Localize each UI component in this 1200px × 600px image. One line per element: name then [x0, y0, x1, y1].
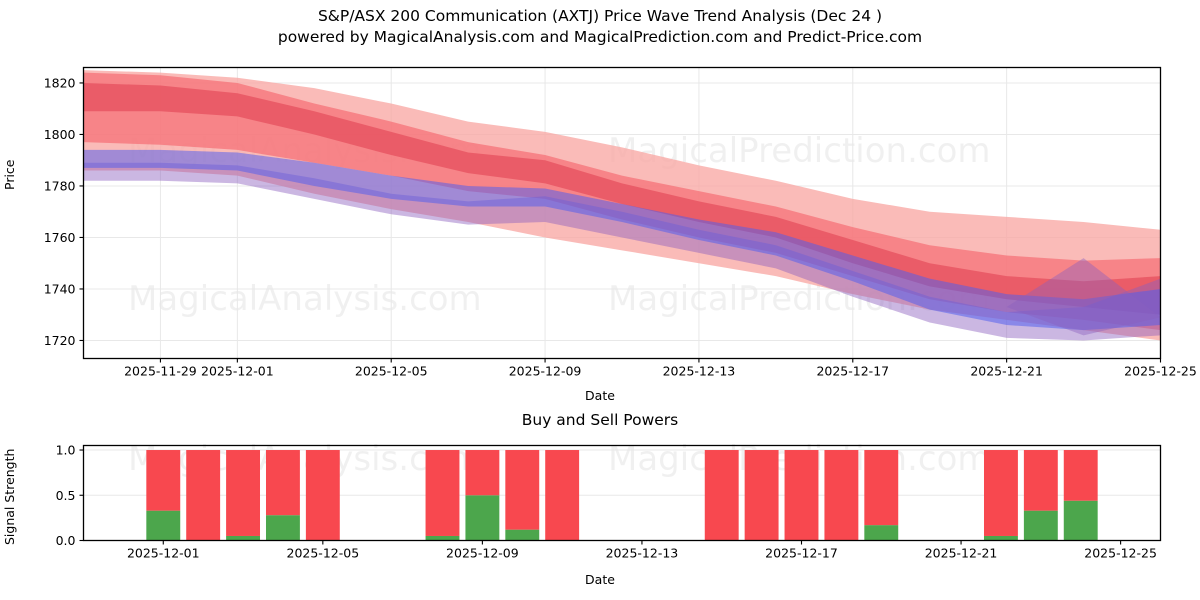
sell-power-bar[interactable] — [545, 450, 580, 541]
chart-title-block: S&P/ASX 200 Communication (AXTJ) Price W… — [0, 6, 1200, 48]
wave-band — [83, 162, 1161, 341]
x-tick-label: 2025-12-25 — [1124, 364, 1197, 379]
x-tick-label: 2025-12-13 — [663, 364, 736, 379]
wave-band — [83, 149, 1161, 331]
sell-power-bar[interactable] — [305, 450, 340, 541]
buy-power-bar[interactable] — [226, 535, 261, 541]
x-tick-label: 2025-12-13 — [606, 546, 679, 561]
x-tick-label: 2025-12-09 — [446, 546, 519, 561]
main-chart-axis-ticks: 1720 1740 1760 1780 1800 1820 2025-11-29 2025-1… — [44, 75, 1197, 378]
sell-power-bar[interactable] — [465, 450, 500, 496]
buy-power-bar[interactable] — [465, 495, 500, 541]
x-tick-label: 2025-12-21 — [925, 546, 998, 561]
y-tick-label: 0.0 — [56, 533, 76, 548]
x-tick-label: 2025-12-17 — [816, 364, 889, 379]
sell-power-bar[interactable] — [704, 450, 739, 541]
buy-power-bar[interactable] — [864, 525, 899, 541]
sell-power-bar[interactable] — [983, 450, 1018, 536]
y-tick-label: 1720 — [44, 333, 76, 348]
sub-chart-axis-ticks: 0.0 0.5 1.0 2025-12-01 2025-12-05 2025-12-09 2… — [56, 443, 1157, 561]
y-tick-label: 1760 — [44, 230, 76, 245]
sell-power-bar[interactable] — [784, 450, 819, 541]
sell-power-bar[interactable] — [864, 450, 899, 526]
x-tick-label: 2025-11-29 — [124, 364, 197, 379]
y-tick-label: 0.5 — [56, 488, 76, 503]
y-tick-label: 1820 — [44, 75, 76, 90]
buy-power-bar[interactable] — [146, 510, 181, 541]
x-tick-label: 2025-12-21 — [970, 364, 1043, 379]
y-tick-label: 1780 — [44, 178, 76, 193]
sell-power-bar[interactable] — [1063, 450, 1098, 501]
main-chart-x-axis-label: Date — [585, 388, 615, 403]
buy-power-bar[interactable] — [505, 529, 540, 541]
sell-power-bar[interactable] — [146, 450, 181, 511]
sell-power-bar[interactable] — [425, 450, 460, 536]
sell-power-bar[interactable] — [505, 450, 540, 530]
y-tick-label: 1800 — [44, 127, 76, 142]
sell-power-bar[interactable] — [744, 450, 779, 541]
x-tick-label: 2025-12-25 — [1084, 546, 1157, 561]
buy-sell-bars — [146, 450, 1098, 541]
wave-band-spike — [1006, 258, 1161, 336]
sell-power-bar[interactable] — [824, 450, 859, 541]
sub-chart-frame — [82, 444, 1162, 542]
x-tick-label: 2025-12-05 — [287, 546, 360, 561]
watermark-text: MagicalAnalysis.com — [128, 279, 482, 319]
sell-power-bar[interactable] — [186, 450, 221, 541]
x-tick-label: 2025-12-01 — [127, 546, 200, 561]
page-subtitle: powered by MagicalAnalysis.com and Magic… — [277, 28, 923, 46]
sell-power-bar[interactable] — [226, 450, 261, 536]
buy-sell-chart-title: Buy and Sell Powers — [521, 411, 679, 429]
y-tick-label: 1740 — [44, 281, 76, 296]
buy-power-bar[interactable] — [1023, 510, 1058, 541]
x-tick-label: 2025-12-09 — [509, 364, 582, 379]
sub-chart-x-axis-label: Date — [585, 572, 615, 587]
x-tick-label: 2025-12-01 — [201, 364, 274, 379]
buy-power-bar[interactable] — [265, 515, 300, 541]
buy-power-bar[interactable] — [983, 535, 1018, 541]
sell-power-bar[interactable] — [1023, 450, 1058, 511]
y-tick-label: 1.0 — [56, 443, 76, 458]
buy-power-bar[interactable] — [425, 535, 460, 541]
page-title: S&P/ASX 200 Communication (AXTJ) Price W… — [317, 7, 883, 25]
main-chart-frame — [82, 66, 1162, 360]
buy-power-bar[interactable] — [1063, 500, 1098, 541]
x-tick-label: 2025-12-05 — [355, 364, 428, 379]
wave-band — [83, 82, 1161, 315]
x-tick-label: 2025-12-17 — [765, 546, 838, 561]
price-wave-bands — [83, 70, 1161, 341]
sell-power-bar[interactable] — [265, 450, 300, 516]
